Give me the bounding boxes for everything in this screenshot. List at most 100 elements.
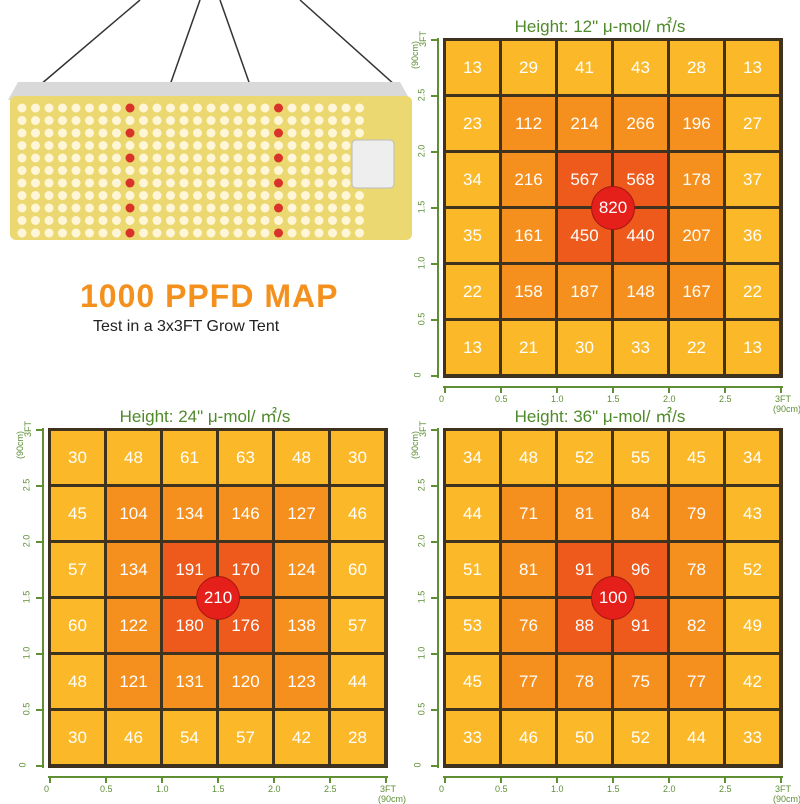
x-tick-label: 0.5 [495, 784, 508, 794]
heatmap-cell: 43 [726, 487, 779, 540]
led-dot [125, 166, 135, 175]
led-dot [179, 153, 189, 163]
led-dot [152, 178, 162, 188]
heatmap-cell: 34 [446, 153, 499, 206]
led-dot [58, 178, 67, 188]
heatmap-cell: 45 [670, 431, 723, 484]
led-dot [71, 228, 81, 238]
led-dot [206, 128, 216, 138]
led-dot [179, 128, 189, 138]
led-dot [152, 203, 162, 213]
heatmap-cell: 148 [614, 265, 667, 318]
heatmap-cell: 30 [558, 321, 611, 374]
x-tick-mark [724, 386, 726, 393]
heatmap-cell: 48 [275, 431, 328, 484]
led-dot [139, 216, 148, 225]
led-dot [166, 128, 175, 138]
led-dot [287, 228, 297, 238]
led-dot [193, 116, 202, 125]
heatmap-cell: 37 [726, 153, 779, 206]
x-tick-mark [329, 776, 331, 783]
chart-title: Height: 36" μ-mol/ ㎡/s [514, 407, 686, 426]
y-tick-label: 2.5 [416, 478, 427, 492]
led-dot [206, 191, 216, 200]
heatmap-cell: 96 [614, 543, 667, 596]
y-tick-label: 0 [412, 372, 423, 378]
heatmap-cell: 22 [726, 265, 779, 318]
led-dot [314, 228, 324, 238]
led-dot [287, 116, 297, 125]
led-dot [17, 178, 27, 188]
led-dot [71, 166, 81, 175]
heatmap-cell: 78 [558, 655, 611, 708]
led-dot [85, 128, 94, 138]
led-dot [17, 141, 27, 150]
heatmap-cell: 112 [502, 97, 555, 150]
heatmap-cell: 48 [51, 655, 104, 708]
y-tick-label: 0.5 [416, 312, 427, 326]
peak-value-marker: 210 [196, 576, 240, 620]
led-dot [247, 116, 256, 125]
led-dot [328, 178, 337, 188]
led-dot [125, 228, 135, 238]
heatmap-cell: 48 [502, 431, 555, 484]
y-tick-label: 1.0 [416, 646, 427, 660]
led-dot [139, 178, 148, 188]
heatmap-cell: 42 [275, 711, 328, 764]
led-dot [166, 116, 175, 125]
heatmap-cell: 568 [614, 153, 667, 206]
led-dot [179, 191, 189, 200]
heatmap-cell: 30 [331, 431, 384, 484]
led-dot [139, 116, 148, 125]
y-tick-label: 0.5 [416, 702, 427, 716]
led-dot [31, 128, 40, 138]
led-dot [112, 116, 121, 125]
heatmap-36-inch: Height: 36" μ-mol/ ㎡/s 34 48 52 55 45 34 44 71 81… [405, 398, 800, 804]
led-dot [17, 103, 27, 113]
led-dot [31, 228, 40, 238]
chart-title: Height: 12" μ-mol/ ㎡/s [514, 17, 686, 36]
heatmap-cell: 46 [502, 711, 555, 764]
led-dot [58, 203, 67, 213]
heatmap-cell: 48 [107, 431, 160, 484]
heatmap-cell: 50 [558, 711, 611, 764]
led-dot [233, 178, 243, 188]
led-dot [44, 116, 54, 125]
heatmap-cell: 44 [331, 655, 384, 708]
led-dot [233, 128, 243, 138]
heatmap-cell: 81 [558, 487, 611, 540]
x-tick-label: 1.0 [551, 394, 564, 404]
x-tick-label: 1.0 [156, 784, 169, 794]
heatmap-24-inch: Height: 24" μ-mol/ ㎡/s 30 48 61 63 48 30 45 104 1… [10, 398, 406, 804]
x-tick-mark [273, 776, 275, 783]
x-tick-mark [612, 386, 614, 393]
heatmap-cell: 196 [670, 97, 723, 150]
led-dot [233, 116, 243, 125]
y-tick-mark [431, 485, 438, 487]
x-tick-label: 1.5 [607, 784, 620, 794]
led-dot [85, 178, 94, 188]
x-tick-label: 0 [439, 784, 445, 794]
heatmap-cell: 30 [51, 711, 104, 764]
heatmap-cell: 161 [502, 209, 555, 262]
led-dot [274, 216, 283, 225]
heatmap-cell: 13 [446, 321, 499, 374]
led-dot [166, 228, 175, 238]
led-dot [287, 141, 297, 150]
heatmap-cell: 75 [614, 655, 667, 708]
led-dot [206, 178, 216, 188]
led-dot [260, 141, 270, 150]
led-dot [85, 203, 94, 213]
x-tick-label: 2.0 [663, 394, 676, 404]
heatmap-cell: 104 [107, 487, 160, 540]
x-tick-label: 2.0 [663, 784, 676, 794]
led-dot [301, 178, 310, 188]
led-dot [58, 166, 67, 175]
y-tick-label: 0 [17, 762, 28, 768]
heatmap-12-inch: Height: 12" μ-mol/ ㎡/s 13 29 41 43 28 13 23 112 2… [405, 8, 800, 414]
x-tick-mark [444, 776, 446, 783]
heatmap-cell: 84 [614, 487, 667, 540]
y-tick-mark [431, 709, 438, 711]
led-dot [220, 141, 229, 150]
peak-value-marker: 100 [591, 576, 635, 620]
